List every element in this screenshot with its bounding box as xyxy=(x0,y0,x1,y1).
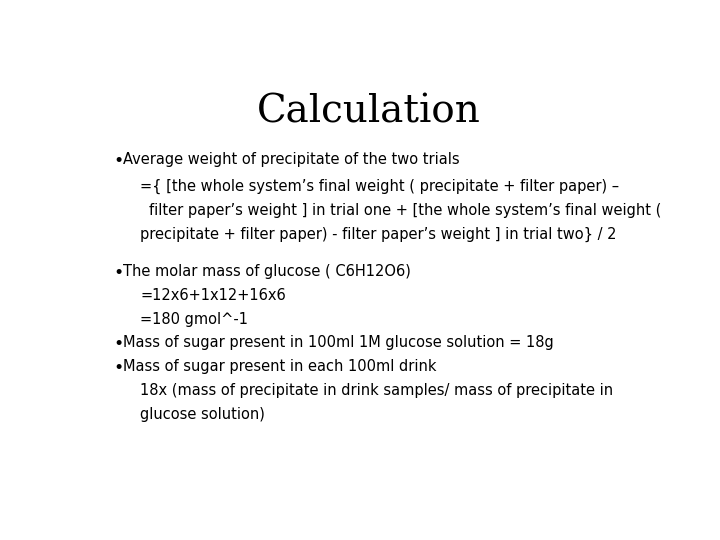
Text: 18x (mass of precipitate in drink samples/ mass of precipitate in: 18x (mass of precipitate in drink sample… xyxy=(140,383,613,398)
Text: precipitate + filter paper) - filter paper’s weight ] in trial two} / 2: precipitate + filter paper) - filter pap… xyxy=(140,227,617,242)
Text: ={ [the whole system’s final weight ( precipitate + filter paper) –: ={ [the whole system’s final weight ( pr… xyxy=(140,179,619,194)
Text: The molar mass of glucose ( C6H12O6): The molar mass of glucose ( C6H12O6) xyxy=(124,265,411,279)
Text: •: • xyxy=(114,152,124,170)
Text: Average weight of precipitate of the two trials: Average weight of precipitate of the two… xyxy=(124,152,460,167)
Text: •: • xyxy=(114,265,124,282)
Text: =180 gmol^-1: =180 gmol^-1 xyxy=(140,312,248,327)
Text: =12x6+1x12+16x6: =12x6+1x12+16x6 xyxy=(140,288,286,303)
Text: •: • xyxy=(114,335,124,354)
Text: •: • xyxy=(114,359,124,377)
Text: Mass of sugar present in 100ml 1M glucose solution = 18g: Mass of sugar present in 100ml 1M glucos… xyxy=(124,335,554,350)
Text: glucose solution): glucose solution) xyxy=(140,407,265,422)
Text: Mass of sugar present in each 100ml drink: Mass of sugar present in each 100ml drin… xyxy=(124,359,437,374)
Text: filter paper’s weight ] in trial one + [the whole system’s final weight (: filter paper’s weight ] in trial one + [… xyxy=(148,203,661,218)
Text: Calculation: Calculation xyxy=(257,94,481,131)
